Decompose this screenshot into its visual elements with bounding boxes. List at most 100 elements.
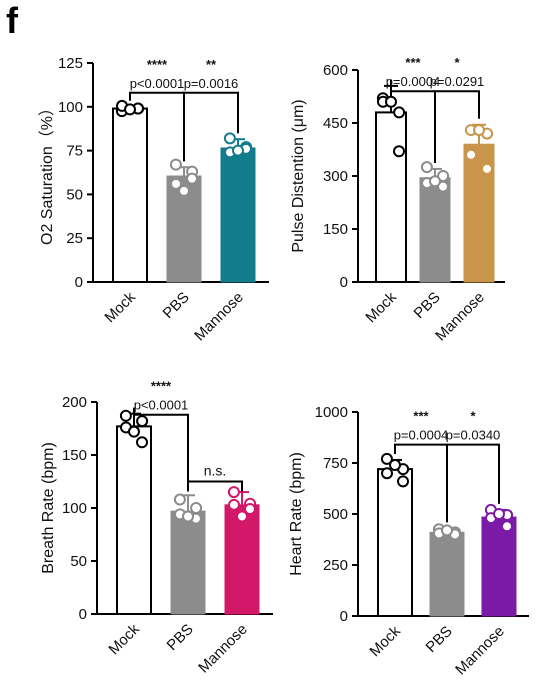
y-tick-label: 0	[340, 608, 348, 625]
data-point	[381, 467, 393, 480]
significance-stars: ***	[413, 409, 429, 424]
significance-stars: **	[206, 57, 217, 72]
chart-panel-2: 0 150 300 450 600 Pulse Distention (μm) Mock PB…	[290, 55, 505, 344]
x-tick-label: Mannose	[195, 621, 251, 677]
x-tick-label: Mannose	[432, 289, 488, 345]
y-tick-label: 450	[323, 115, 348, 132]
data-point	[178, 184, 190, 197]
data-point	[223, 132, 236, 145]
data-point	[173, 493, 186, 506]
p-value-label: p=0.0340	[446, 428, 501, 443]
x-tick-label: Mannose	[452, 623, 508, 679]
data-point	[232, 144, 244, 157]
y-axis-label: O2 Saturation（%）	[38, 100, 56, 245]
y-tick-label: 50	[70, 553, 87, 570]
data-point	[441, 524, 453, 537]
chart-panel-3: 0 50 100 150 200 Breath Rate (bpm) Mock PBSMann…	[40, 379, 273, 677]
data-point	[136, 415, 149, 428]
data-point	[493, 508, 505, 520]
bar-pbs	[170, 510, 206, 615]
p-value-label: p=0.0004	[394, 428, 449, 443]
y-tick-label: 200	[62, 394, 87, 411]
significance-stars: ***	[405, 55, 421, 70]
data-point	[501, 520, 513, 533]
y-tick-label: 100	[58, 99, 83, 116]
data-point	[389, 459, 401, 472]
bar-mock	[112, 107, 148, 283]
p-value-label: p<0.0001	[130, 76, 185, 91]
y-tick-label: 0	[340, 274, 348, 291]
bar-mannose	[481, 516, 517, 617]
y-tick-label: 150	[62, 447, 87, 464]
data-point	[473, 124, 485, 137]
x-tick-label: Mock	[362, 288, 400, 326]
x-tick-label: PBS	[411, 289, 444, 322]
y-tick-label: 750	[323, 455, 348, 472]
x-tick-label: Mock	[105, 620, 143, 658]
data-point	[169, 158, 182, 171]
chart-panel-4: 0 250 500 750 1000 Heart Rate (bpm) Mock PBSMan…	[288, 404, 529, 678]
x-tick-label: PBS	[160, 289, 193, 322]
data-point	[420, 161, 433, 174]
x-tick-label: Mock	[101, 288, 139, 326]
data-point	[190, 502, 203, 514]
y-tick-label: 1000	[315, 404, 348, 421]
chart-panel-1: 0 25 50 75 100 125 O2 Saturation（%） Mock PBSMann…	[38, 55, 269, 344]
data-point	[393, 145, 405, 158]
bar-mock	[377, 468, 413, 617]
y-tick-label: 100	[62, 500, 87, 517]
y-tick-label: 600	[323, 62, 348, 79]
y-tick-label: 500	[323, 506, 348, 523]
panel-label: f	[6, 0, 18, 41]
y-tick-label: 0	[79, 606, 87, 623]
data-point	[228, 498, 240, 511]
bar-pbs	[429, 531, 465, 617]
data-point	[244, 503, 256, 516]
data-point	[186, 172, 198, 185]
x-tick-label: PBS	[164, 621, 197, 654]
y-tick-label: 25	[66, 230, 83, 247]
y-tick-label: 0	[75, 274, 83, 291]
bar-mock	[116, 425, 152, 615]
y-axis-label: Pulse Distention (μm)	[290, 99, 307, 252]
bar-mock	[375, 111, 407, 284]
y-axis-label: Breath Rate (bpm)	[40, 442, 57, 574]
x-tick-label: Mannose	[191, 289, 247, 345]
data-point	[393, 106, 406, 119]
y-tick-label: 75	[66, 143, 83, 160]
data-point	[437, 180, 449, 193]
y-tick-label: 50	[66, 186, 83, 203]
significance-bracket	[133, 407, 189, 490]
x-tick-label: PBS	[423, 623, 456, 656]
significance-stars: ****	[151, 379, 172, 394]
data-point	[136, 436, 148, 449]
y-axis-label: Heart Rate (bpm)	[288, 452, 305, 576]
significance-stars: n.s.	[204, 463, 227, 479]
data-point	[182, 510, 194, 523]
data-point	[397, 475, 409, 488]
significance-bracket	[434, 90, 480, 163]
data-point	[481, 162, 493, 175]
data-point	[236, 510, 248, 523]
data-point	[128, 425, 140, 438]
data-point	[385, 95, 397, 108]
data-point	[170, 177, 182, 190]
data-point	[119, 409, 132, 422]
p-value-label: p=0.0291	[430, 74, 485, 89]
bar-mannose	[224, 504, 260, 615]
data-point	[227, 486, 240, 499]
data-point	[380, 452, 393, 465]
data-point	[465, 148, 477, 161]
significance-stars: ****	[147, 57, 168, 72]
y-tick-label: 300	[323, 168, 348, 185]
x-tick-label: Mock	[366, 622, 404, 660]
p-value-label: p<0.0001	[134, 398, 189, 413]
significance-stars: *	[454, 55, 460, 70]
significance-bracket	[187, 480, 243, 492]
data-point	[429, 175, 441, 188]
y-tick-label: 150	[323, 221, 348, 238]
p-value-label: p=0.0016	[184, 76, 239, 91]
p-value-label: p=0.0004	[386, 74, 441, 89]
bar-mannose	[220, 147, 256, 283]
